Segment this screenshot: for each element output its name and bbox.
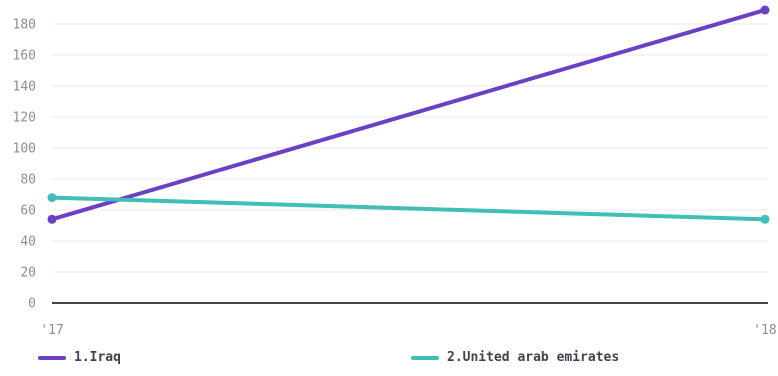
- legend-item-iraq[interactable]: 1.Iraq: [38, 350, 121, 365]
- y-tick-label: 40: [20, 235, 36, 250]
- x-axis-ticks: '17 '18: [40, 323, 776, 338]
- legend-label-united-arab-emirates: 2.United arab emirates: [447, 350, 620, 365]
- data-point[interactable]: [47, 193, 57, 203]
- grid-lines: [52, 23, 768, 273]
- y-tick-label: 60: [20, 204, 36, 219]
- data-point[interactable]: [760, 5, 770, 15]
- legend: 1.Iraq 2.United arab emirates: [0, 350, 778, 372]
- legend-swatch-iraq: [38, 355, 66, 360]
- y-tick-label: 100: [13, 142, 36, 157]
- legend-swatch-united-arab-emirates: [411, 355, 439, 360]
- y-axis-ticks: 0 20 40 60 80 100 120 140 160 180: [13, 18, 36, 312]
- x-tick-label: '17: [40, 323, 63, 338]
- y-tick-label: 20: [20, 266, 36, 281]
- y-tick-label: 180: [13, 18, 36, 33]
- data-point[interactable]: [760, 214, 770, 224]
- y-tick-label: 80: [20, 173, 36, 188]
- y-tick-label: 120: [13, 111, 36, 126]
- y-tick-label: 160: [13, 49, 36, 64]
- series-group: [47, 5, 770, 224]
- legend-item-united-arab-emirates[interactable]: 2.United arab emirates: [411, 350, 619, 365]
- data-point[interactable]: [47, 214, 57, 224]
- y-tick-label: 0: [28, 297, 36, 312]
- x-tick-label: '18: [753, 323, 776, 338]
- legend-label-iraq: 1.Iraq: [74, 350, 121, 365]
- series-line: [50, 195, 767, 222]
- series-line: [50, 8, 767, 222]
- y-tick-label: 140: [13, 80, 36, 95]
